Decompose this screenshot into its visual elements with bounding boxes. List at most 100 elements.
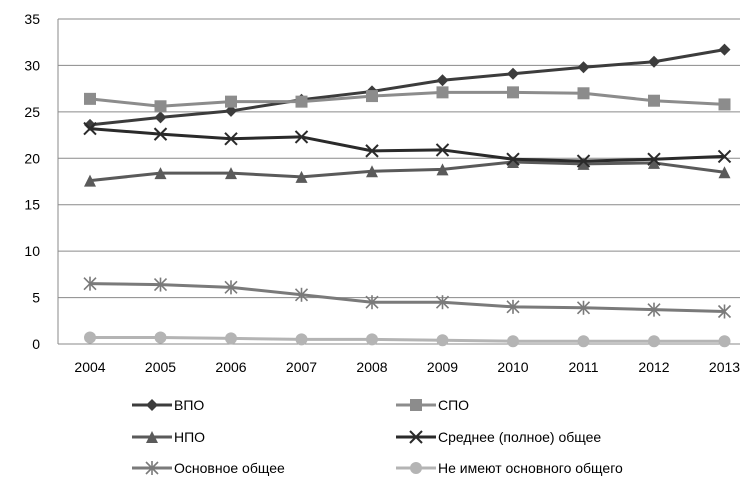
x-tick-label: 2007	[286, 359, 317, 375]
legend-marker	[410, 399, 422, 411]
y-tick-label: 0	[32, 336, 40, 352]
data-point	[507, 335, 519, 348]
legend-item: Среднее (полное) общее	[396, 429, 601, 445]
y-tick-label: 20	[24, 150, 40, 166]
data-point	[83, 121, 97, 136]
data-point	[717, 304, 732, 319]
data-point	[577, 335, 590, 348]
x-tick-label: 2011	[568, 359, 598, 375]
data-point	[154, 331, 167, 344]
series-2	[84, 86, 731, 113]
series-1	[84, 43, 731, 131]
data-point	[506, 299, 520, 314]
data-point	[435, 295, 450, 310]
x-axis: 2004 2005 2006 2007 2008 2009 2010 2011 2012 2013	[74, 359, 740, 375]
legend-label: СПО	[438, 397, 469, 413]
data-point	[84, 331, 96, 344]
data-point	[365, 144, 379, 158]
series-line	[89, 48, 725, 127]
series-3	[84, 156, 731, 187]
series-line	[89, 127, 725, 163]
y-tick-label: 10	[24, 243, 40, 259]
data-point	[577, 157, 590, 170]
data-point	[507, 156, 519, 168]
data-point	[224, 280, 238, 295]
data-point	[224, 132, 238, 146]
y-tick-label: 5	[32, 290, 40, 306]
data-point	[295, 333, 308, 346]
data-point	[577, 61, 590, 74]
x-tick-label: 2013	[709, 359, 740, 375]
data-point	[153, 277, 168, 292]
legend-item: ВПО	[132, 397, 204, 413]
legend-label: Не имеют основного общего	[438, 460, 623, 476]
legend-label: Среднее (полное) общее	[438, 429, 601, 445]
data-point	[436, 163, 449, 176]
data-point	[295, 95, 308, 108]
legend-item: СПО	[396, 397, 469, 413]
series-5	[83, 276, 732, 319]
data-point	[647, 302, 661, 317]
legend-label: Основное общее	[174, 460, 285, 476]
x-tick-label: 2008	[356, 359, 387, 375]
data-point	[294, 287, 309, 302]
legend-label: ВПО	[174, 397, 204, 413]
y-tick-label: 35	[24, 11, 40, 27]
data-point	[647, 152, 661, 166]
data-point	[366, 333, 378, 346]
data-point	[154, 100, 167, 113]
data-point	[576, 154, 591, 168]
data-point	[507, 86, 519, 99]
plot-area	[83, 43, 732, 348]
legend-marker	[145, 461, 159, 475]
series-line	[89, 160, 725, 183]
series-line	[89, 282, 725, 313]
data-point	[225, 95, 237, 108]
data-point	[295, 170, 308, 183]
legend-marker	[146, 431, 158, 443]
legend-marker	[410, 462, 422, 474]
data-point	[718, 335, 731, 348]
x-tick-label: 2012	[638, 359, 669, 375]
legend: ВПО СПО НПО Среднее (полное) общее Основное …	[132, 397, 623, 476]
data-point	[225, 167, 237, 180]
data-point	[507, 67, 519, 80]
x-tick-label: 2010	[497, 359, 528, 375]
series-4	[83, 121, 732, 168]
data-point	[366, 165, 378, 178]
series-6	[84, 331, 731, 348]
data-point	[154, 111, 167, 124]
series-line	[89, 90, 725, 108]
data-point	[718, 43, 731, 56]
legend-item: НПО	[132, 429, 205, 445]
legend-marker	[409, 430, 423, 444]
data-point	[718, 98, 731, 111]
data-point	[84, 174, 96, 187]
y-tick-label: 30	[24, 57, 40, 73]
x-tick-label: 2004	[74, 359, 105, 375]
data-point	[648, 156, 660, 169]
data-point	[153, 127, 168, 141]
data-point	[648, 335, 660, 348]
data-point	[436, 86, 449, 99]
x-tick-label: 2006	[215, 359, 246, 375]
data-point	[225, 332, 237, 345]
data-point	[83, 276, 97, 291]
legend-item: Не имеют основного общего	[396, 460, 623, 476]
y-axis: 0 5 10 15 20 25 30 35	[24, 11, 40, 352]
data-point	[436, 74, 449, 87]
series-line	[90, 336, 725, 343]
legend-label: НПО	[174, 429, 205, 445]
gridlines	[57, 18, 740, 345]
data-point	[648, 55, 660, 68]
x-tick-label: 2005	[145, 359, 176, 375]
data-point	[294, 130, 309, 144]
data-point	[648, 94, 660, 107]
legend-item: Основное общее	[132, 460, 285, 476]
y-tick-label: 25	[24, 104, 40, 120]
data-point	[435, 143, 450, 157]
data-point	[717, 149, 732, 164]
data-point	[366, 90, 378, 103]
data-point	[84, 118, 96, 131]
